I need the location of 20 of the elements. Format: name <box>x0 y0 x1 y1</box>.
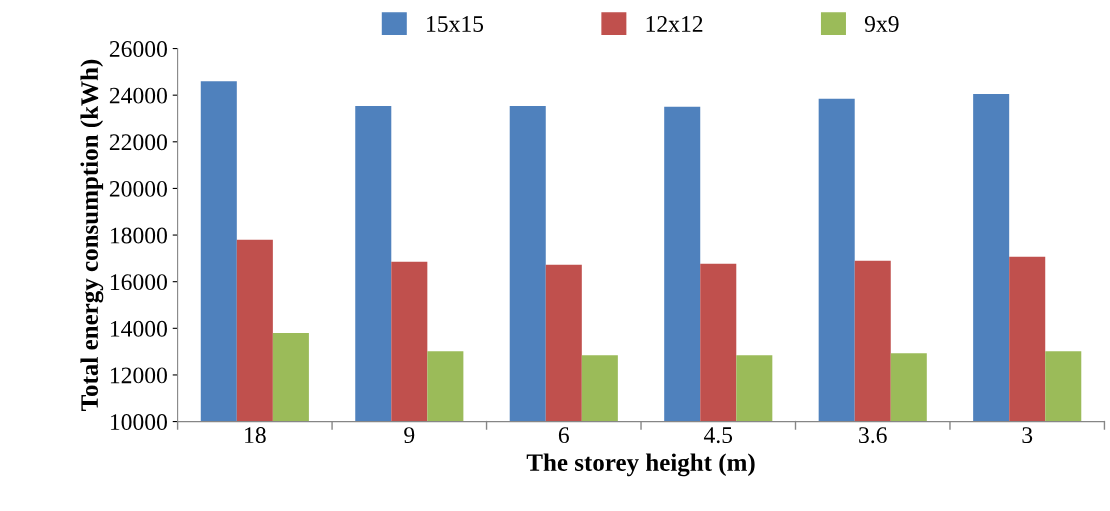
y-tick-label: 14000 <box>110 320 167 337</box>
x-tick-label: 9 <box>404 427 415 444</box>
x-axis-title: The storey height (m) <box>526 453 755 477</box>
y-tick-label: 26000 <box>109 41 167 57</box>
y-tick-label: 22000 <box>109 134 167 151</box>
x-tick-label: 18 <box>245 427 266 444</box>
x-tick-label: 4.5 <box>703 427 733 444</box>
legend-label: 12x12 <box>646 16 703 32</box>
legend-label: 9x9 <box>864 16 899 32</box>
y-tick-label: 10000 <box>110 414 167 430</box>
legend-label: 15x15 <box>427 16 484 32</box>
y-tick-label: 18000 <box>110 227 167 244</box>
y-tick-label: 20000 <box>109 180 167 197</box>
y-tick-label: 24000 <box>109 87 167 104</box>
x-tick-label: 3.6 <box>859 427 887 444</box>
y-axis-title: Total energy consumption (kWh) <box>80 59 104 411</box>
y-tick-label: 12000 <box>110 367 167 384</box>
x-tick-label: 3 <box>1022 427 1033 444</box>
y-tick-label: 16000 <box>110 274 167 291</box>
x-tick-label: 6 <box>558 427 569 444</box>
